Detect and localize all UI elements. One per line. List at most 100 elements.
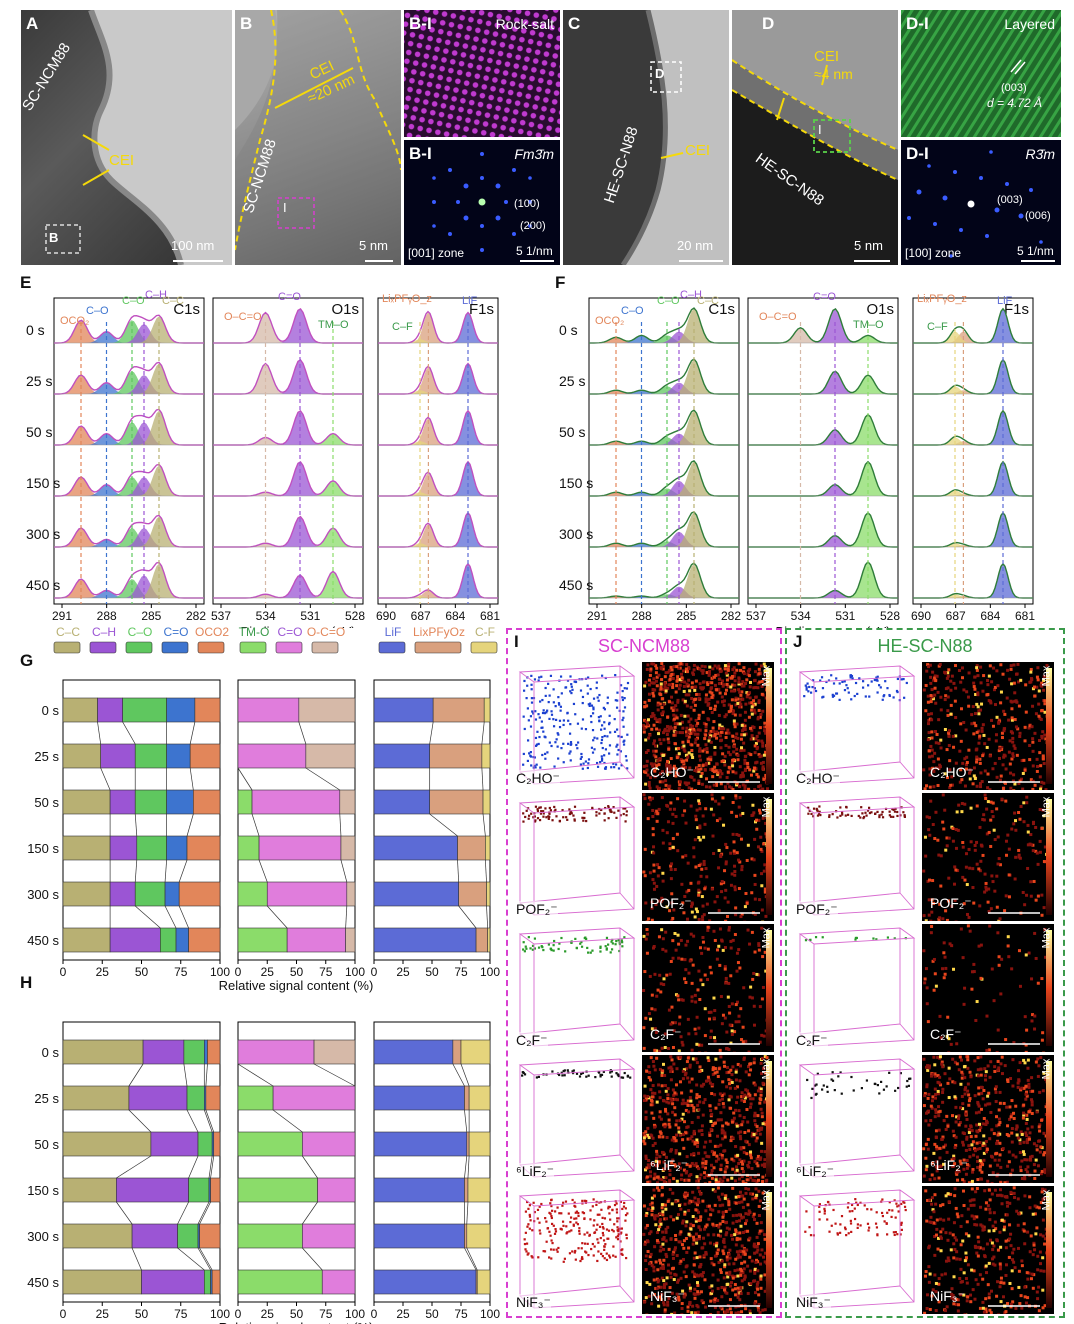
pixel (724, 671, 728, 675)
bar-segment (482, 789, 491, 815)
voxel (583, 811, 586, 814)
tick-label: 75 (319, 965, 333, 979)
pixel (649, 1162, 653, 1166)
pixel (924, 709, 928, 713)
pixel (981, 752, 985, 756)
voxel (558, 725, 562, 729)
connector-line (178, 859, 188, 883)
pixel (646, 1126, 650, 1130)
voxel (522, 941, 525, 944)
pixel (1013, 877, 1017, 881)
pixel (679, 1230, 683, 1234)
pixel (655, 727, 659, 731)
pixel (726, 770, 730, 774)
pixel (721, 1220, 725, 1224)
pixel (734, 703, 738, 707)
pixel (676, 933, 680, 937)
pixel (927, 898, 931, 902)
pixel (987, 737, 991, 741)
pixel (1013, 718, 1017, 722)
connector-line (131, 1247, 142, 1271)
pixel (688, 1289, 692, 1293)
pixel (651, 946, 655, 950)
voxel (553, 805, 556, 809)
pixel (662, 1286, 666, 1290)
peak-fill (748, 561, 898, 598)
tick-label: 690 (911, 609, 931, 623)
voxel (620, 764, 623, 767)
pixel (674, 1297, 678, 1301)
pixel (669, 1055, 673, 1059)
pixel (727, 1203, 731, 1207)
voxel (573, 805, 577, 808)
pixel (723, 1288, 727, 1292)
pixel (653, 762, 657, 766)
voxel (527, 1223, 530, 1226)
pixel (720, 1285, 724, 1289)
pixel (738, 701, 742, 705)
voxel (535, 743, 539, 746)
voxel (527, 1207, 530, 1210)
pixel (928, 773, 932, 777)
voxel (560, 1212, 563, 1215)
pixel (671, 1158, 675, 1162)
pixel (651, 815, 655, 819)
pixel (690, 1103, 694, 1107)
pixel (973, 712, 977, 716)
pixel (1030, 725, 1034, 729)
connector-line (486, 905, 489, 929)
voxel (605, 1258, 609, 1262)
pixel (645, 764, 649, 768)
pixel (703, 1182, 707, 1183)
pixel (936, 757, 940, 761)
pixel (1010, 682, 1014, 686)
panel-label: F (555, 273, 565, 292)
pixel (658, 1067, 662, 1071)
pixel (671, 1102, 675, 1106)
pixel (738, 1219, 742, 1223)
voxel (843, 688, 847, 692)
pixel (739, 1267, 743, 1271)
pixel (712, 1242, 716, 1246)
legend-label: LiF (385, 625, 402, 639)
voxel (621, 689, 624, 693)
pixel (714, 1159, 718, 1163)
bar-segment (237, 1223, 303, 1249)
pixel (750, 701, 754, 705)
pixel (704, 1162, 708, 1166)
pixel (735, 1250, 739, 1254)
voxel (598, 720, 601, 723)
pixel (701, 749, 705, 753)
pixel (648, 974, 652, 978)
voxel (883, 694, 886, 697)
pixel (737, 1195, 741, 1199)
voxel (861, 686, 865, 689)
peak-fill (589, 308, 739, 343)
pixel (758, 1157, 762, 1161)
voxel (530, 812, 533, 815)
pixel (929, 697, 933, 701)
pixel (986, 679, 990, 683)
pixel (721, 1249, 725, 1253)
pixel (740, 864, 744, 868)
pixel (719, 882, 723, 886)
voxel (574, 1249, 577, 1253)
pixel (665, 1100, 669, 1104)
voxel (526, 684, 529, 687)
pixel (728, 1011, 732, 1015)
pixel (664, 1109, 668, 1113)
zoom-box-label: I (818, 122, 822, 137)
time-label: 150 s (559, 475, 593, 491)
voxel (876, 691, 879, 694)
pixel (686, 1099, 690, 1103)
pixel (698, 946, 702, 950)
pixel (927, 718, 931, 722)
pixel (708, 965, 712, 969)
pixel (753, 1301, 757, 1305)
voxel (550, 948, 553, 952)
pixel (660, 1203, 664, 1207)
pixel (722, 1092, 726, 1096)
pixel (748, 1309, 752, 1313)
voxel (619, 750, 622, 753)
pixel (726, 900, 730, 904)
